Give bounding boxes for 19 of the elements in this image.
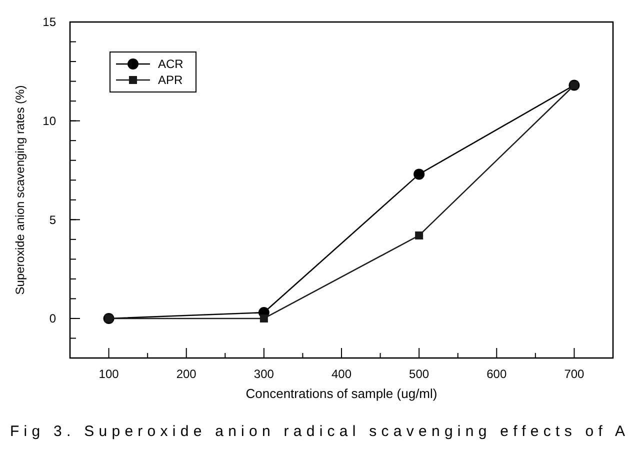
x-tick-label: 400: [331, 367, 352, 381]
point: [414, 168, 425, 180]
y-tick-label: 15: [42, 15, 56, 30]
caption: Fig 3. Superoxide anion radical scavenging effects of A: [10, 423, 625, 440]
y-tick-label: 10: [42, 114, 56, 128]
point: [415, 231, 424, 240]
x-tick-label: 100: [98, 367, 120, 381]
y-tick-label: 5: [49, 212, 56, 227]
x-tick-label: 500: [409, 367, 430, 381]
legend-label: APR: [158, 73, 184, 88]
x-tick-label: 300: [254, 367, 274, 381]
x-axis-title: Concentrations of sample (ug/ml): [246, 386, 438, 401]
y-axis-title: Superoxide anion scavenging rates (%): [13, 85, 27, 295]
legend-label: ACR: [158, 57, 184, 72]
x-tick-label: 700: [564, 367, 585, 381]
point: [260, 314, 268, 322]
x-tick-label: 200: [176, 367, 197, 381]
y-tick-label: 0: [49, 312, 56, 326]
x-tick-label: 600: [486, 367, 507, 381]
